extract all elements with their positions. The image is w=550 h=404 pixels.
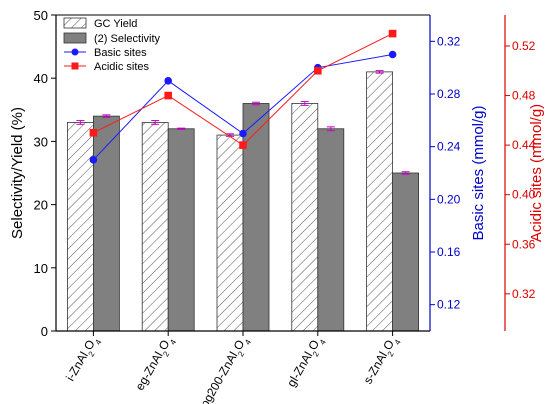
basic-sites-point [388, 50, 397, 59]
acidic-axis-ticks: 0.32 0.36 0.40 0.44 0.48 0.52 [505, 39, 536, 301]
gc-yield-bar [291, 103, 319, 332]
basic-tick-label: 0.20 [437, 192, 461, 206]
x-label-subscript: 4 [317, 337, 327, 346]
basic-tick-label: 0.24 [437, 140, 461, 154]
legend-label-gc-yield: GC Yield [94, 18, 137, 30]
acidic-tick-label: 0.36 [512, 237, 536, 251]
x-label-subscript: 2 [236, 349, 246, 358]
basic-sites-point [239, 129, 247, 138]
left-axis-title: Selectivity/Yield (%) [9, 107, 26, 239]
x-tick-label: i-ZnAl2O4 [63, 333, 103, 385]
bars-layer [67, 70, 420, 332]
basic-sites-point [164, 77, 172, 85]
left-tick-label: 50 [34, 8, 48, 23]
x-label-subscript: 2 [311, 349, 321, 358]
left-tick-label: 40 [34, 71, 48, 86]
gc-yield-bar [141, 122, 169, 332]
legend-swatch-gc-yield [63, 17, 87, 29]
gc-yield-bar [67, 122, 94, 332]
x-label-subscript: 4 [168, 337, 178, 346]
acidic-axis-title: Acidic sites (mmol/g) [528, 104, 545, 242]
legend-label-acidic-sites: Acidic sites [94, 61, 150, 73]
basic-sites-point [89, 156, 98, 164]
left-tick-label: 0 [41, 324, 48, 339]
x-label-subscript: 4 [243, 337, 253, 346]
x-label-text: gl-ZnAl [284, 349, 315, 389]
x-tick-label: gl-ZnAl2O4 [284, 333, 328, 391]
gc-yield-bar [366, 71, 394, 332]
left-axis-ticks: 0 10 20 30 40 50 [34, 8, 56, 339]
x-label-subscript: 4 [93, 337, 103, 346]
legend-marker-acidic-sites [71, 62, 79, 70]
x-label-text: eg-ZnAl [133, 349, 166, 392]
legend-label-selectivity: (2) Selectivity [94, 33, 161, 45]
acidic-tick-label: 0.48 [512, 89, 536, 103]
acidic-tick-label: 0.44 [512, 138, 536, 152]
basic-tick-label: 0.32 [437, 34, 461, 48]
left-tick-label: 20 [34, 198, 48, 213]
left-tick-label: 10 [34, 261, 48, 276]
acidic-sites-point [239, 141, 247, 149]
x-label-subscript: 2 [86, 349, 96, 358]
x-label-subscript: 2 [161, 349, 171, 358]
acidic-tick-label: 0.52 [512, 39, 536, 53]
basic-tick-label: 0.28 [437, 87, 461, 101]
acidic-tick-label: 0.32 [512, 287, 536, 301]
acidic-sites-point [388, 29, 397, 38]
basic-tick-label: 0.16 [437, 245, 461, 259]
acidic-sites-point [314, 66, 322, 75]
gc-yield-bar [216, 134, 244, 332]
selectivity-bar [93, 115, 120, 332]
x-tick-label: s-ZnAl2O4 [361, 333, 403, 388]
x-label-text: pg200-ZnAl [197, 349, 240, 404]
x-axis-ticks: i-ZnAl2O4eg-ZnAl2O4pg200-ZnAl2O4gl-ZnAl2… [63, 331, 403, 404]
legend: GC Yield (2) Selectivity Basic sites Aci… [63, 17, 161, 73]
x-tick-label: eg-ZnAl2O4 [133, 333, 179, 394]
x-label-subscript: 4 [392, 337, 402, 346]
x-label-subscript: 2 [385, 349, 395, 358]
basic-tick-label: 0.12 [437, 298, 461, 312]
basic-axis-ticks: 0.12 0.16 0.20 0.24 0.28 0.32 [430, 34, 461, 312]
legend-label-basic-sites: Basic sites [94, 47, 147, 59]
selectivity-bar [317, 128, 345, 332]
selectivity-bar [242, 103, 270, 332]
x-tick-label: pg200-ZnAl2O4 [197, 333, 253, 404]
basic-axis-title: Basic sites (mmol/g) [470, 105, 487, 240]
selectivity-bar [167, 128, 195, 332]
acidic-sites-point [164, 91, 172, 100]
left-tick-label: 30 [34, 134, 48, 149]
selectivity-bar [392, 172, 420, 332]
acidic-sites-point [89, 128, 98, 137]
acidic-tick-label: 0.40 [512, 188, 536, 202]
legend-swatch-selectivity [63, 32, 87, 44]
legend-marker-basic-sites [71, 48, 79, 56]
lines-layer [89, 29, 397, 164]
